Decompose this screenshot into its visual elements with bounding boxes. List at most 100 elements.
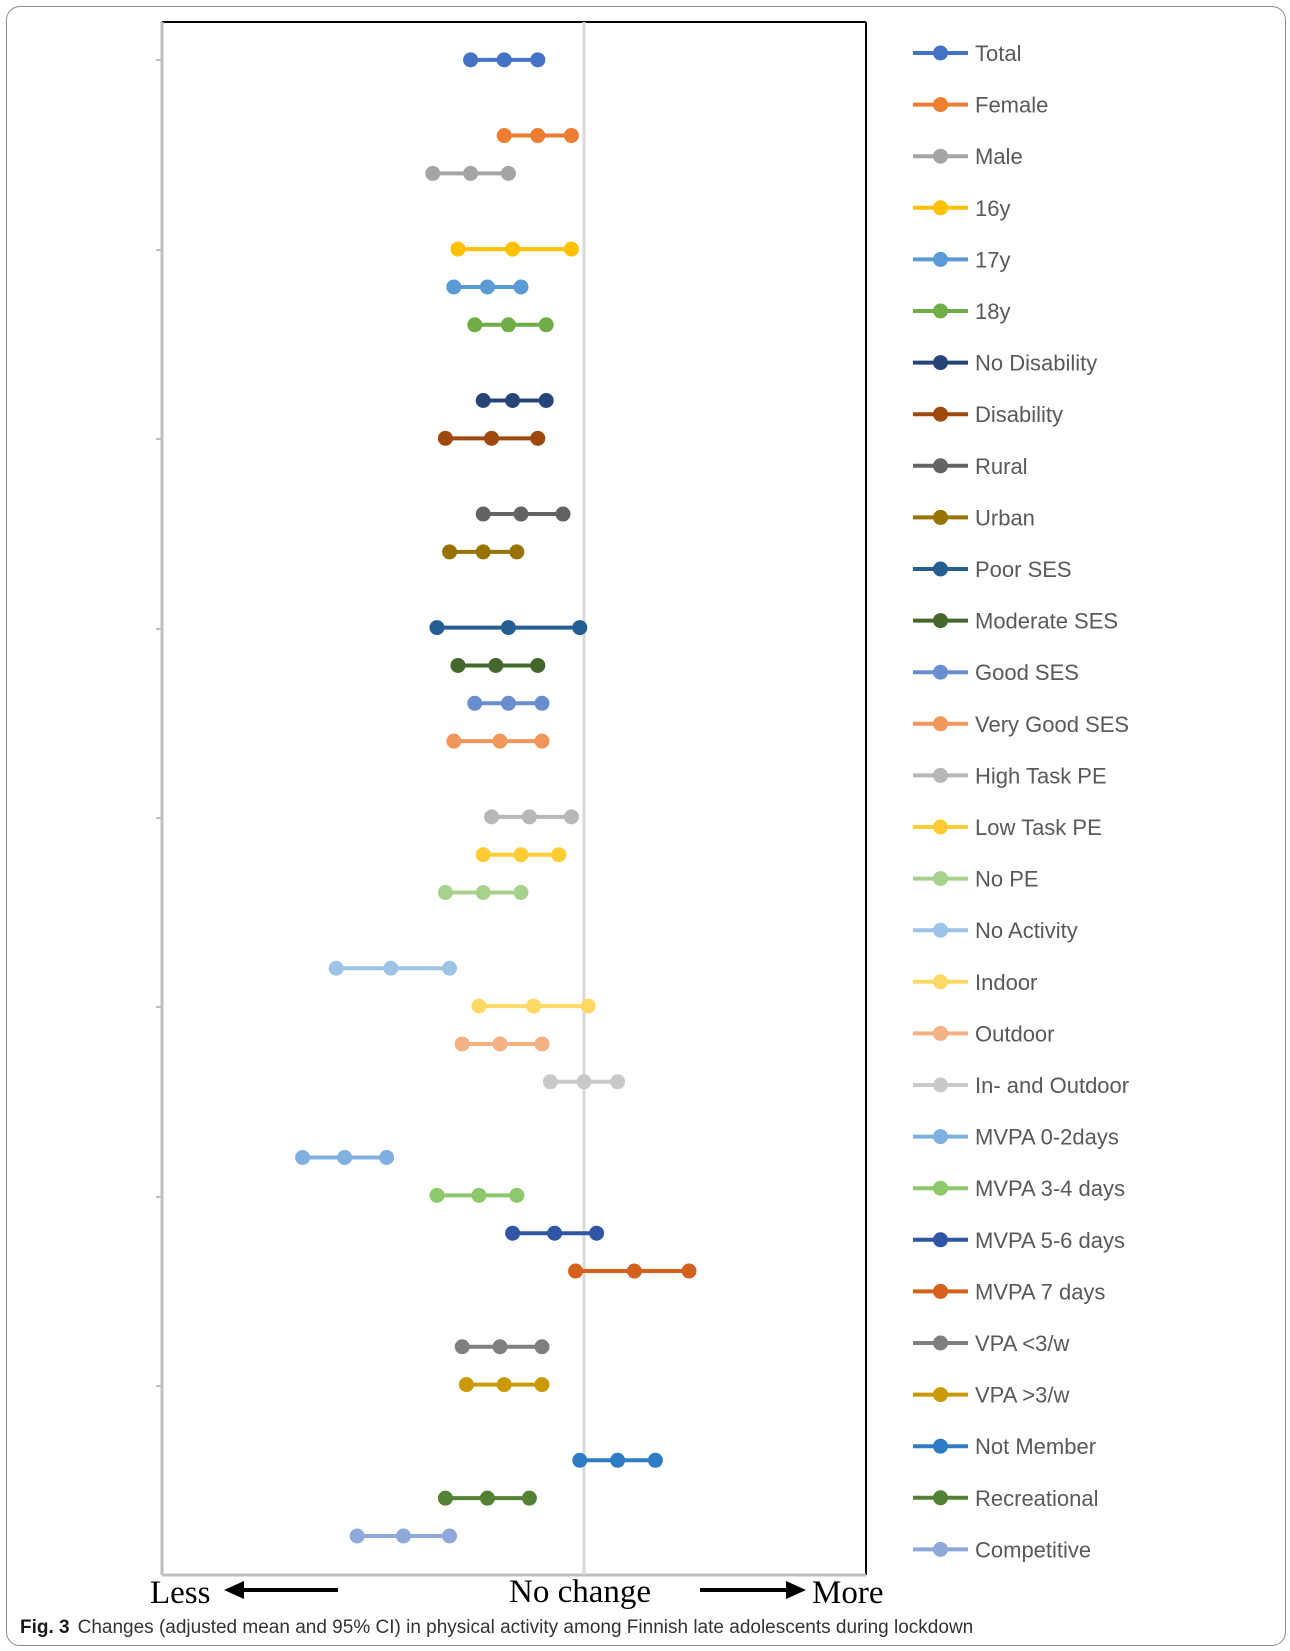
legend-label: Female bbox=[975, 93, 1048, 118]
ci-lower-point bbox=[450, 657, 466, 673]
ci-upper-point bbox=[530, 430, 546, 446]
ci-lower-point bbox=[463, 52, 479, 68]
legend-item: Moderate SES bbox=[913, 609, 1118, 634]
ci-lower-point bbox=[450, 241, 466, 257]
ci-upper-point bbox=[563, 241, 579, 257]
series-mvpa-0-2days bbox=[295, 1150, 395, 1165]
legend-marker bbox=[933, 1387, 948, 1403]
legend-label: Moderate SES bbox=[975, 609, 1118, 634]
ci-lower-point bbox=[475, 847, 491, 863]
legend-label: VPA <3/w bbox=[975, 1331, 1069, 1356]
legend-marker bbox=[933, 509, 948, 525]
legend-marker bbox=[933, 251, 948, 267]
legend-marker bbox=[933, 664, 948, 680]
legend-label: Not Member bbox=[975, 1434, 1096, 1459]
mean-point bbox=[395, 1528, 411, 1544]
series-high-task-pe bbox=[484, 809, 579, 825]
series-mvpa-3-4-days bbox=[429, 1187, 525, 1203]
legend-item: High Task PE bbox=[913, 763, 1107, 788]
ci-upper-point bbox=[513, 885, 529, 901]
legend-item: No PE bbox=[913, 867, 1039, 892]
legend-label: No Activity bbox=[975, 918, 1078, 943]
legend-label: High Task PE bbox=[975, 763, 1107, 788]
mean-point bbox=[484, 430, 500, 446]
legend-item: 17y bbox=[913, 247, 1010, 272]
ci-lower-point bbox=[349, 1528, 365, 1544]
ci-upper-point bbox=[538, 393, 554, 408]
legend-marker bbox=[933, 767, 948, 783]
ci-upper-point bbox=[555, 506, 571, 522]
mean-point bbox=[471, 1187, 487, 1203]
series-no-disability bbox=[475, 393, 554, 408]
mean-point bbox=[496, 52, 512, 68]
caption-label: Fig. 3 bbox=[20, 1617, 70, 1638]
legend-item: In- and Outdoor bbox=[913, 1073, 1129, 1098]
series-no-activity bbox=[328, 960, 458, 976]
mean-point bbox=[610, 1452, 626, 1468]
legend-item: Outdoor bbox=[913, 1021, 1055, 1046]
ci-upper-point bbox=[534, 1377, 550, 1393]
ci-upper-point bbox=[563, 128, 579, 144]
ci-upper-point bbox=[379, 1150, 395, 1165]
legend-marker bbox=[933, 716, 948, 732]
ci-lower-point bbox=[471, 998, 487, 1014]
ci-lower-point bbox=[429, 1187, 445, 1203]
ci-upper-point bbox=[530, 657, 546, 673]
legend-label: Male bbox=[975, 144, 1023, 169]
series-competitive bbox=[349, 1528, 458, 1544]
series-indoor bbox=[471, 998, 596, 1014]
mean-point bbox=[521, 809, 537, 825]
legend-item: Rural bbox=[913, 454, 1028, 479]
series-low-task-pe bbox=[475, 847, 567, 863]
ci-upper-point bbox=[563, 809, 579, 825]
legend-label: MVPA 5-6 days bbox=[975, 1228, 1125, 1253]
series-vpa-3-w bbox=[454, 1339, 550, 1355]
legend-item: Competitive bbox=[913, 1537, 1091, 1562]
series-17y bbox=[446, 279, 529, 295]
axis-more-label: More bbox=[812, 1575, 883, 1611]
legend-label: Indoor bbox=[975, 970, 1037, 995]
legend-item: MVPA 0-2days bbox=[913, 1125, 1119, 1150]
legend-marker bbox=[933, 1283, 948, 1299]
legend-label: Good SES bbox=[975, 660, 1079, 685]
ci-lower-point bbox=[437, 430, 453, 446]
legend-item: Female bbox=[913, 93, 1048, 118]
ci-lower-point bbox=[446, 279, 462, 295]
series-mvpa-5-6-days bbox=[505, 1225, 605, 1241]
legend-label: 16y bbox=[975, 196, 1010, 221]
legend-marker bbox=[933, 458, 948, 474]
series-moderate-ses bbox=[450, 657, 546, 673]
ci-upper-point bbox=[534, 733, 550, 749]
ci-upper-point bbox=[610, 1074, 626, 1090]
legend-marker bbox=[933, 1490, 948, 1506]
ci-upper-point bbox=[534, 1036, 550, 1052]
ci-upper-point bbox=[538, 317, 554, 333]
axis-direction-labels: Less No change More bbox=[150, 1574, 883, 1611]
legend-label: Low Task PE bbox=[975, 815, 1102, 840]
series-mvpa-7-days bbox=[568, 1263, 697, 1279]
legend-item: Very Good SES bbox=[913, 712, 1129, 737]
legend-label: Total bbox=[975, 41, 1021, 66]
legend-item: No Disability bbox=[913, 351, 1097, 376]
legend-item: MVPA 5-6 days bbox=[913, 1228, 1125, 1253]
legend-marker bbox=[933, 974, 948, 990]
mean-point bbox=[505, 393, 521, 408]
ci-upper-point bbox=[647, 1452, 663, 1468]
legend-label: VPA >3/w bbox=[975, 1383, 1069, 1408]
legend-marker bbox=[933, 355, 948, 371]
ci-lower-point bbox=[442, 544, 458, 560]
legend-marker bbox=[933, 1129, 948, 1145]
legend-label: No Disability bbox=[975, 351, 1097, 376]
ci-upper-point bbox=[580, 998, 596, 1014]
axis-less-label: Less bbox=[150, 1575, 211, 1611]
mean-point bbox=[492, 1339, 508, 1355]
mean-point bbox=[500, 317, 516, 333]
ci-upper-point bbox=[572, 620, 588, 636]
legend-label: Poor SES bbox=[975, 557, 1072, 582]
legend-marker bbox=[933, 922, 948, 938]
legend-label: MVPA 7 days bbox=[975, 1279, 1105, 1304]
ci-upper-point bbox=[551, 847, 567, 863]
mean-point bbox=[463, 165, 479, 181]
series-total bbox=[463, 52, 546, 68]
ci-lower-point bbox=[437, 1490, 453, 1506]
